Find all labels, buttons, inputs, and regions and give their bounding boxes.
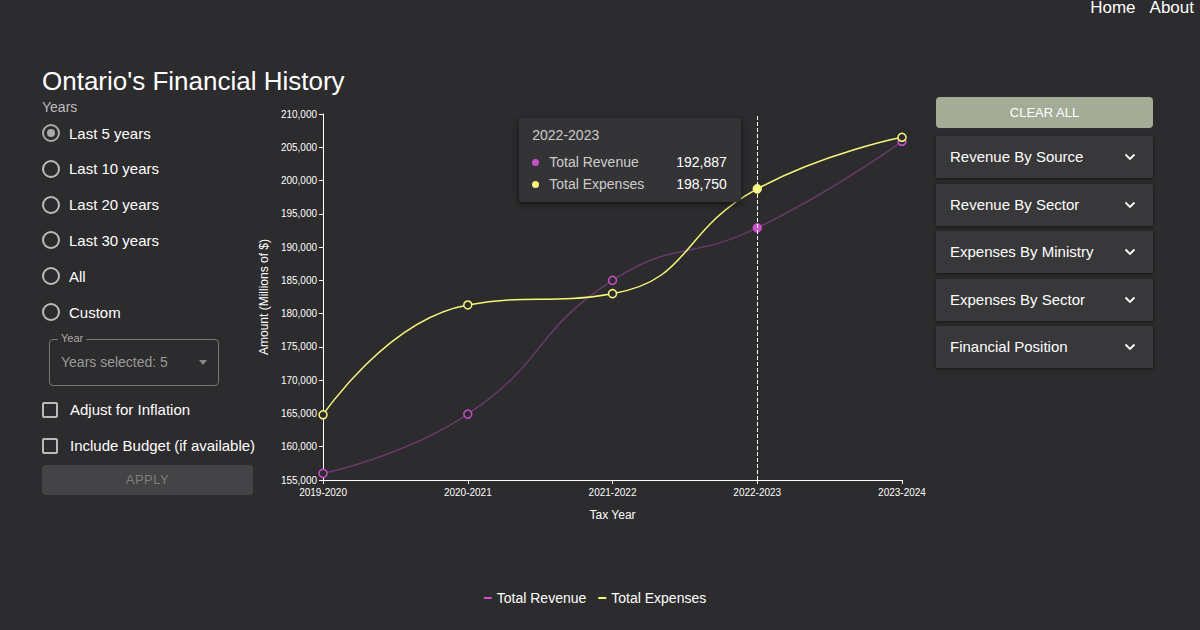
- html-text:Last 10 years: Last 10 years: [69, 160, 160, 178]
- html-text:Adjust for Inflation: Adjust for Inflation: [70, 401, 191, 418]
- html-text:Last 5 years: Last 5 years: [69, 124, 151, 142]
- svg-text:185,000: 185,000: [281, 275, 318, 286]
- svg-text:Total Expenses: Total Expenses: [611, 590, 706, 606]
- html-text:Years selected: 5: Years selected: 5: [61, 354, 168, 370]
- html-text:CLEAR ALL: CLEAR ALL: [1009, 105, 1080, 120]
- svg-text:205,000: 205,000: [281, 142, 318, 153]
- html-text:198,750: 198,750: [676, 176, 727, 192]
- svg-text:155,000: 155,000: [281, 475, 318, 486]
- html-text:Total Revenue: Total Revenue: [549, 154, 639, 170]
- svg-text:175,000: 175,000: [281, 341, 318, 352]
- html-text:Custom: Custom: [69, 303, 121, 321]
- svg-text:2021-2022: 2021-2022: [589, 487, 637, 498]
- html-text:192,887: 192,887: [676, 154, 727, 170]
- svg-text:190,000: 190,000: [281, 242, 318, 253]
- html-text:Expenses By Sector: Expenses By Sector: [950, 290, 1086, 308]
- html-text:APPLY: APPLY: [125, 472, 170, 487]
- svg-text:170,000: 170,000: [281, 375, 318, 386]
- html-text:All: All: [69, 267, 86, 285]
- svg-text:160,000: 160,000: [281, 441, 318, 452]
- svg-text:Amount (Millions of $): Amount (Millions of $): [257, 239, 271, 355]
- svg-text:200,000: 200,000: [281, 175, 318, 186]
- html-text:Include Budget (if available): Include Budget (if available): [70, 437, 256, 454]
- html-text:Last 30 years: Last 30 years: [69, 231, 160, 249]
- svg-text:Total Revenue: Total Revenue: [497, 590, 587, 606]
- html-text:Revenue By Sector: Revenue By Sector: [950, 195, 1080, 213]
- html-text:Last 20 years: Last 20 years: [69, 196, 160, 214]
- svg-text:2020-2021: 2020-2021: [444, 487, 492, 498]
- html-text:Financial Position: Financial Position: [950, 338, 1068, 355]
- html-text:Ontario's Financial History: Ontario's Financial History: [42, 66, 345, 96]
- html-text:Revenue By Source: Revenue By Source: [950, 148, 1084, 165]
- svg-text:2019-2020: 2019-2020: [299, 487, 347, 498]
- html-text:Years: Years: [42, 99, 78, 115]
- svg-text:2023-2024: 2023-2024: [878, 487, 926, 498]
- html-text:Year: Year: [61, 332, 84, 344]
- html-text:2022-2023: 2022-2023: [532, 127, 600, 143]
- html-text:Expenses By Ministry: Expenses By Ministry: [950, 243, 1094, 260]
- svg-text:210,000: 210,000: [281, 109, 318, 120]
- html-text:Total Expenses: Total Expenses: [549, 176, 645, 192]
- svg-text:195,000: 195,000: [281, 208, 318, 219]
- svg-text:180,000: 180,000: [281, 308, 318, 319]
- svg-text:Tax Year: Tax Year: [590, 508, 636, 522]
- svg-text:2022-2023: 2022-2023: [733, 487, 781, 498]
- svg-text:165,000: 165,000: [281, 408, 318, 419]
